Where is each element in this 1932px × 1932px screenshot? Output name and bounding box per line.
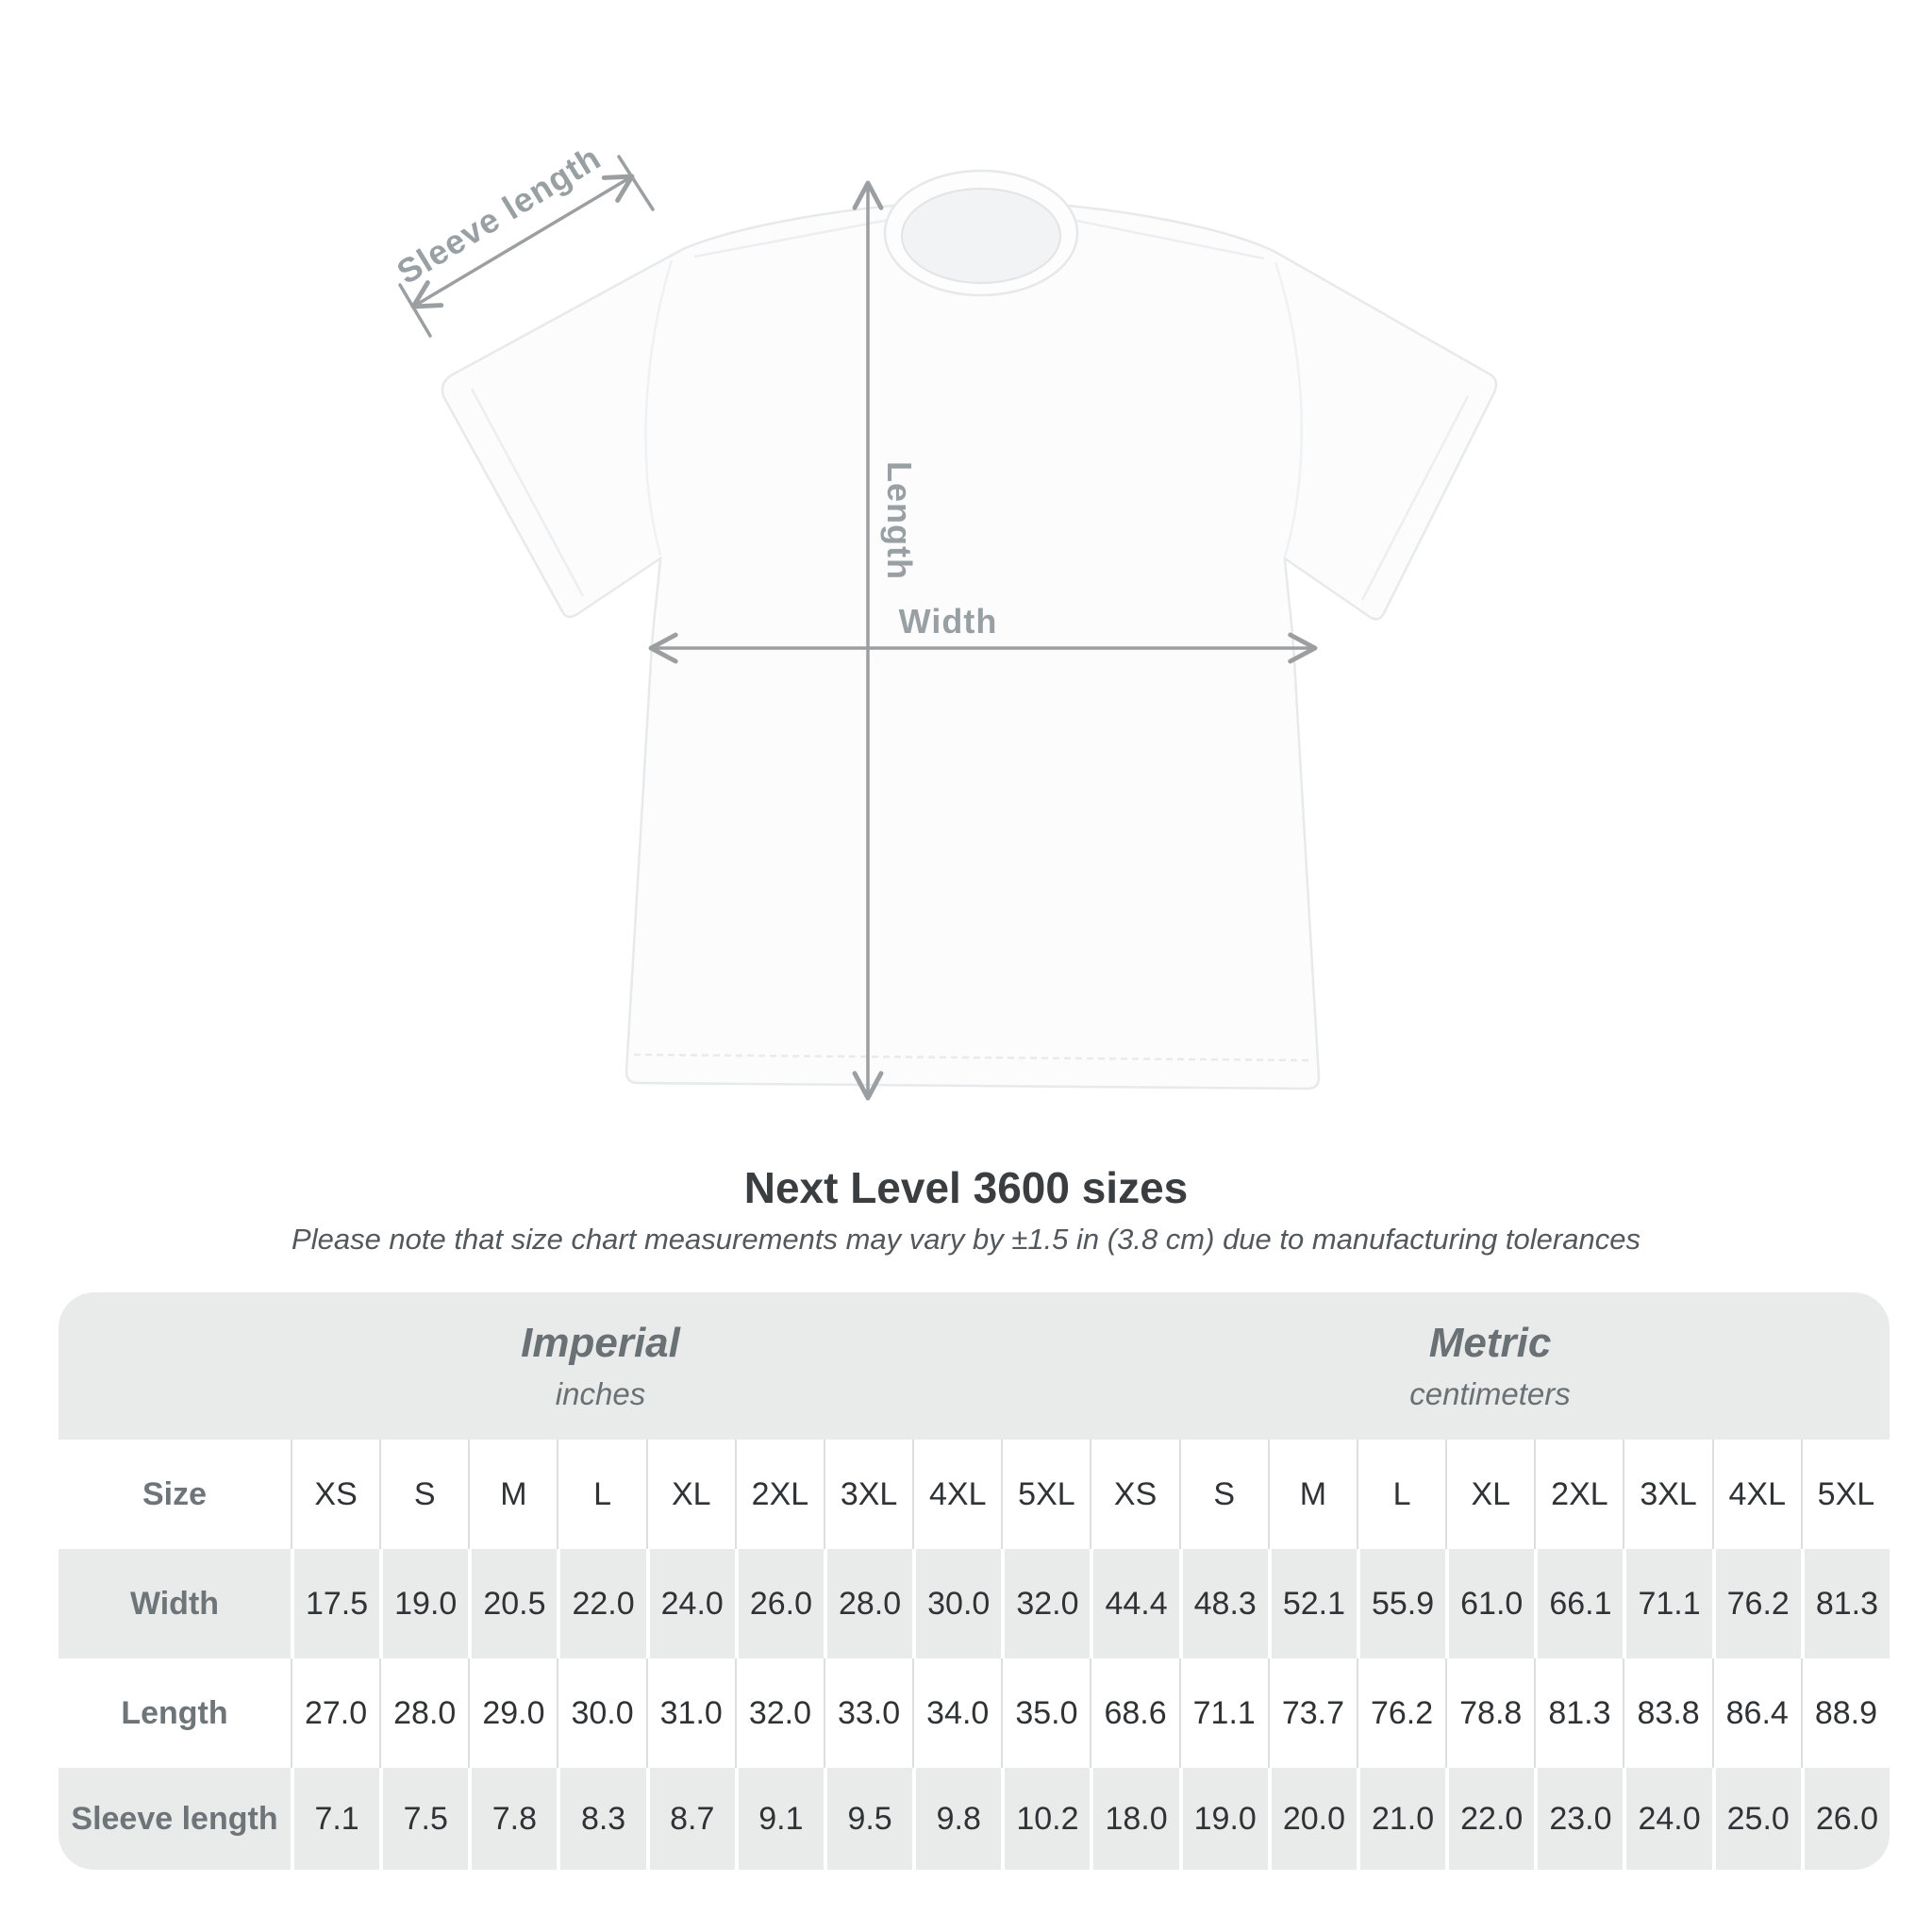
size-header-cell: L [1356, 1440, 1445, 1549]
size-header-cell: L [557, 1440, 645, 1549]
row-label: Width [129, 1585, 220, 1622]
sleeve-length-tick-outer [398, 283, 432, 338]
width-label: Width [898, 602, 998, 641]
size-header-cell: 3XL [823, 1440, 912, 1549]
value-cell: 66.1 [1534, 1549, 1623, 1658]
value-cell: 9.1 [734, 1768, 824, 1870]
value-cell: 44.4 [1090, 1549, 1178, 1658]
value-cell: 8.3 [557, 1768, 645, 1870]
value-cell: 7.5 [379, 1768, 468, 1870]
value-cell: 7.1 [291, 1768, 379, 1870]
tolerance-note: Please note that size chart measurements… [291, 1223, 1641, 1256]
size-header-cell: 2XL [1534, 1440, 1623, 1549]
size-header-cell: 5XL [1800, 1440, 1890, 1549]
imperial-title: Imperial [521, 1320, 680, 1366]
value-cell: 68.6 [1090, 1658, 1178, 1768]
size-header-cell: XL [1445, 1440, 1534, 1549]
unit-header-band: Imperial inches Metric centimeters [58, 1292, 1890, 1440]
value-cell: 33.0 [823, 1658, 912, 1768]
value-cell: 30.0 [912, 1549, 1001, 1658]
value-cell: 81.3 [1534, 1658, 1623, 1768]
measurement-arrows [398, 155, 1318, 1101]
value-cell: 83.8 [1623, 1658, 1711, 1768]
size-header-cell: 3XL [1623, 1440, 1711, 1549]
value-cell: 48.3 [1178, 1549, 1268, 1658]
value-cell: 9.5 [823, 1768, 912, 1870]
size-header-cell: M [468, 1440, 557, 1549]
size-header-cell: S [1178, 1440, 1268, 1549]
value-cell: 28.0 [379, 1658, 468, 1768]
row-label: Sleeve length [71, 1800, 278, 1837]
size-table-grid: Size XS S M L XL 2XL 3XL 4XL 5XL XS S M L XL 2XL 3XL 4XL 5… [58, 1440, 1890, 1870]
table-row: Sleeve length 7.1 7.5 7.8 8.3 8.7 9.1 9.5 9.8 10.… [58, 1768, 1890, 1870]
value-cell: 26.0 [734, 1549, 824, 1658]
value-cell: 55.9 [1356, 1549, 1445, 1658]
value-cell: 22.0 [1445, 1768, 1534, 1870]
value-cell: 27.0 [291, 1658, 379, 1768]
value-cell: 24.0 [645, 1549, 735, 1658]
value-cell: 20.0 [1267, 1768, 1357, 1870]
size-header-cell: S [379, 1440, 468, 1549]
value-cell: 9.8 [912, 1768, 1001, 1870]
value-cell: 21.0 [1356, 1768, 1445, 1870]
value-cell: 35.0 [1001, 1658, 1090, 1768]
value-cell: 52.1 [1267, 1549, 1357, 1658]
value-cell: 25.0 [1711, 1768, 1801, 1870]
metric-title: Metric [1428, 1320, 1552, 1366]
size-header-cell: 5XL [1001, 1440, 1090, 1549]
value-cell: 31.0 [645, 1658, 735, 1768]
size-column-header: Size [142, 1475, 208, 1512]
value-cell: 20.5 [468, 1549, 557, 1658]
size-header-cell: 4XL [912, 1440, 1001, 1549]
sleeve-length-arrow [410, 174, 635, 309]
size-header-cell: M [1267, 1440, 1357, 1549]
value-cell: 71.1 [1178, 1658, 1268, 1768]
row-label: Length [121, 1694, 228, 1731]
sleeve-length-tick-inner [617, 155, 655, 211]
value-cell: 8.7 [645, 1768, 735, 1870]
length-label: Length [880, 461, 919, 580]
value-cell: 28.0 [823, 1549, 912, 1658]
value-cell: 61.0 [1445, 1549, 1534, 1658]
value-cell: 10.2 [1001, 1768, 1090, 1870]
value-cell: 76.2 [1711, 1549, 1801, 1658]
value-cell: 30.0 [557, 1658, 645, 1768]
table-row: Width 17.5 19.0 20.5 22.0 24.0 26.0 28.0 30.0 32.… [58, 1549, 1890, 1658]
value-cell: 23.0 [1534, 1768, 1623, 1870]
value-cell: 73.7 [1267, 1658, 1357, 1768]
size-header-cell: XS [1090, 1440, 1178, 1549]
page-title: Next Level 3600 sizes [743, 1163, 1189, 1212]
size-header-cell: 4XL [1711, 1440, 1801, 1549]
metric-header: Metric centimeters [1091, 1292, 1890, 1440]
value-cell: 22.0 [557, 1549, 645, 1658]
value-cell: 7.8 [468, 1768, 557, 1870]
metric-unit: centimeters [1409, 1376, 1571, 1411]
size-header-cell: XS [291, 1440, 379, 1549]
value-cell: 78.8 [1445, 1658, 1534, 1768]
value-cell: 32.0 [1001, 1549, 1090, 1658]
value-cell: 18.0 [1090, 1768, 1178, 1870]
value-cell: 71.1 [1623, 1549, 1711, 1658]
table-row: Length 27.0 28.0 29.0 30.0 31.0 32.0 33.0 34.0 35… [58, 1658, 1890, 1768]
size-chart-table: Imperial inches Metric centimeters Size X… [58, 1292, 1890, 1870]
size-header-cell: XL [645, 1440, 735, 1549]
value-cell: 26.0 [1800, 1768, 1890, 1870]
value-cell: 24.0 [1623, 1768, 1711, 1870]
value-cell: 81.3 [1800, 1549, 1890, 1658]
value-cell: 19.0 [1178, 1768, 1268, 1870]
value-cell: 32.0 [734, 1658, 824, 1768]
value-cell: 34.0 [912, 1658, 1001, 1768]
value-cell: 17.5 [291, 1549, 379, 1658]
value-cell: 88.9 [1800, 1658, 1890, 1768]
imperial-header: Imperial inches [58, 1292, 1091, 1440]
value-cell: 19.0 [379, 1549, 468, 1658]
table-row: Size XS S M L XL 2XL 3XL 4XL 5XL XS S M L XL 2XL 3XL 4XL 5… [58, 1440, 1890, 1549]
size-header-cell: 2XL [734, 1440, 824, 1549]
value-cell: 76.2 [1356, 1658, 1445, 1768]
imperial-unit: inches [555, 1376, 646, 1411]
value-cell: 86.4 [1711, 1658, 1801, 1768]
value-cell: 29.0 [468, 1658, 557, 1768]
